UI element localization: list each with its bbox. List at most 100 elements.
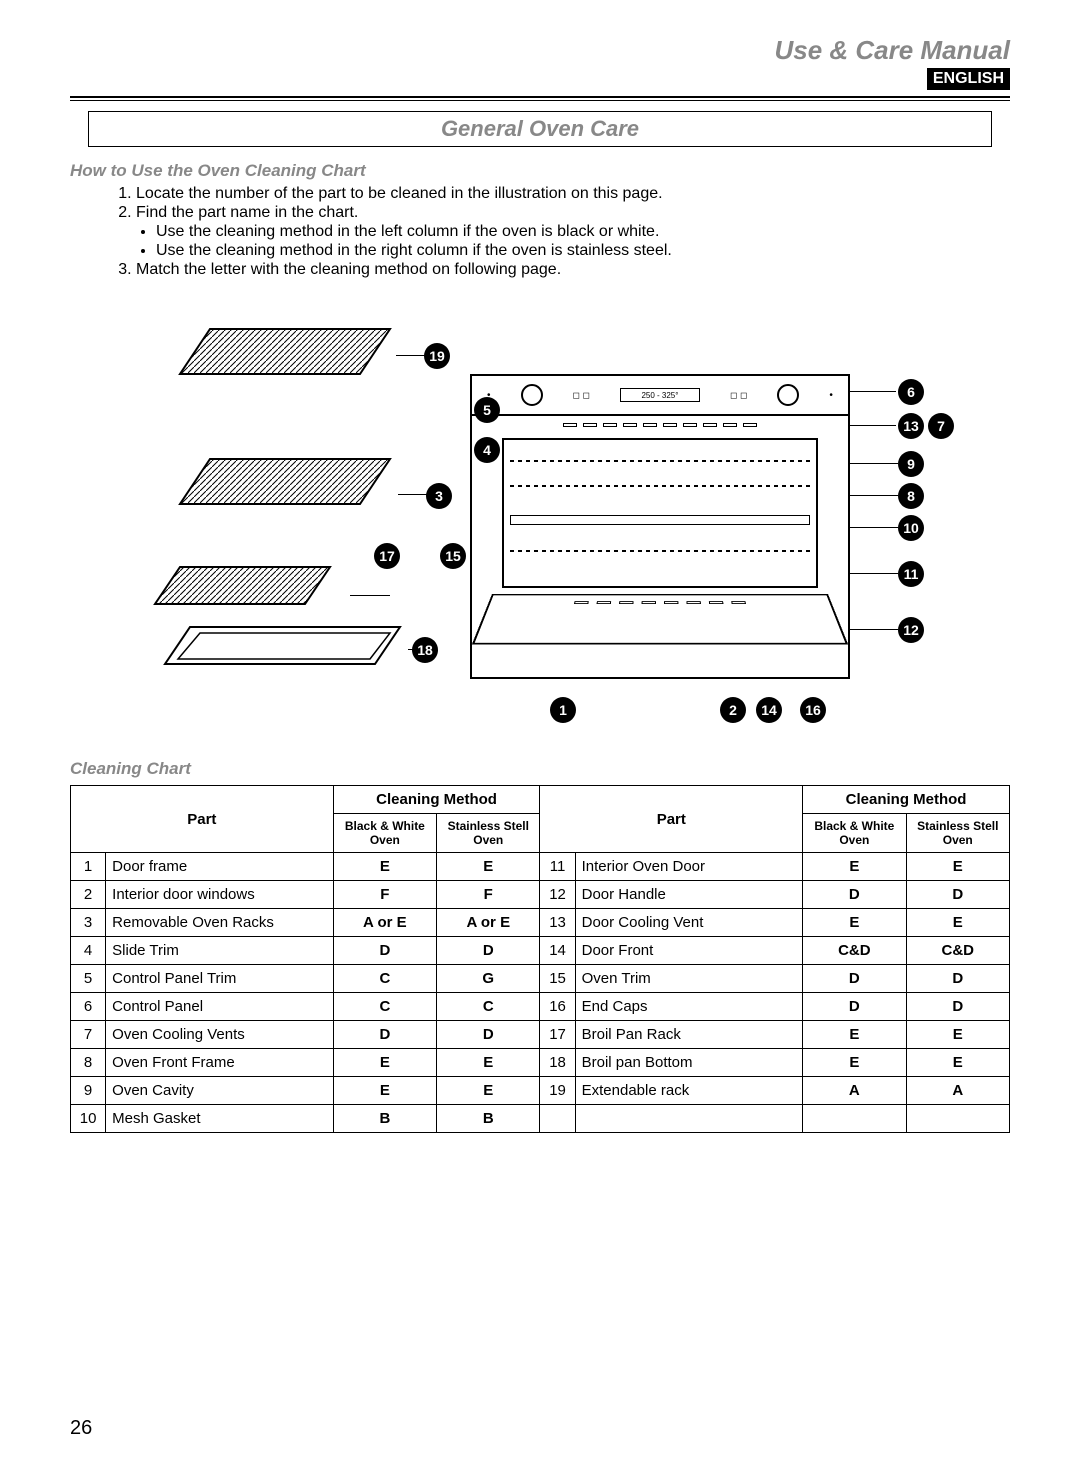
section-title-box: General Oven Care xyxy=(88,111,992,147)
cell-num: 12 xyxy=(540,881,575,909)
table-row: 8Oven Front FrameEE18Broil pan BottomEE xyxy=(71,1049,1010,1077)
instruction-step: Match the letter with the cleaning metho… xyxy=(136,261,1010,279)
cell-part: Interior door windows xyxy=(106,881,334,909)
cell-bw: E xyxy=(333,1077,436,1105)
cell-bw: D xyxy=(333,937,436,965)
cell-bw: E xyxy=(333,853,436,881)
callout-10: 10 xyxy=(898,515,924,541)
instruction-step: Locate the number of the part to be clea… xyxy=(136,185,1010,203)
cell-bw: E xyxy=(333,1049,436,1077)
cell-bw: C xyxy=(333,993,436,1021)
callout-3: 3 xyxy=(426,483,452,509)
cell-num: 6 xyxy=(71,993,106,1021)
cell-bw: D xyxy=(333,1021,436,1049)
callout-1: 1 xyxy=(550,697,576,723)
cleaning-chart-heading: Cleaning Chart xyxy=(70,759,1010,779)
cell-part: Mesh Gasket xyxy=(106,1105,334,1133)
cell-part: Oven Trim xyxy=(575,965,803,993)
cell-bw: E xyxy=(803,853,906,881)
cell-ss: E xyxy=(437,1077,540,1105)
cell-bw: F xyxy=(333,881,436,909)
table-row: 1Door frameEE11Interior Oven DoorEE xyxy=(71,853,1010,881)
cell-part: Door Front xyxy=(575,937,803,965)
broil-pan-icon xyxy=(160,619,410,674)
cell-bw: A or E xyxy=(333,909,436,937)
cell-ss: E xyxy=(906,1021,1009,1049)
th-method: Cleaning Method xyxy=(333,786,540,814)
th-ss: Stainless Stell Oven xyxy=(906,814,1009,853)
cell-ss: E xyxy=(906,909,1009,937)
cell-num: 19 xyxy=(540,1077,575,1105)
cell-ss: F xyxy=(437,881,540,909)
cell-part: Broil pan Bottom xyxy=(575,1049,803,1077)
callout-14: 14 xyxy=(756,697,782,723)
cell-part: Door Handle xyxy=(575,881,803,909)
cell-num: 15 xyxy=(540,965,575,993)
cell-bw: D xyxy=(803,993,906,1021)
cell-part xyxy=(575,1105,803,1133)
cell-num: 13 xyxy=(540,909,575,937)
cell-num: 3 xyxy=(71,909,106,937)
diagram-wrap: • ◻ ◻ 250 - 325° ◻ ◻ • xyxy=(70,319,1010,729)
language-badge: ENGLISH xyxy=(927,68,1010,90)
callout-2: 2 xyxy=(720,697,746,723)
cell-ss: E xyxy=(906,1049,1009,1077)
broil-rack-icon xyxy=(150,559,340,614)
cell-num: 7 xyxy=(71,1021,106,1049)
callout-11: 11 xyxy=(898,561,924,587)
callout-17: 17 xyxy=(374,543,400,569)
callout-6: 6 xyxy=(898,379,924,405)
display-readout: 250 - 325° xyxy=(620,388,700,402)
oven-body: • ◻ ◻ 250 - 325° ◻ ◻ • xyxy=(470,374,850,679)
table-row: 7Oven Cooling VentsDD17Broil Pan RackEE xyxy=(71,1021,1010,1049)
cell-ss: D xyxy=(906,965,1009,993)
cell-ss: D xyxy=(906,881,1009,909)
cleaning-chart-table: Part Cleaning Method Part Cleaning Metho… xyxy=(70,785,1010,1133)
cell-ss: G xyxy=(437,965,540,993)
cell-bw: D xyxy=(803,965,906,993)
callout-7: 7 xyxy=(928,413,954,439)
header: Use & Care Manual ENGLISH xyxy=(70,35,1010,90)
doc-title: Use & Care Manual xyxy=(774,35,1010,66)
cell-bw: C xyxy=(333,965,436,993)
page-number: 26 xyxy=(70,1417,92,1440)
cell-part: Slide Trim xyxy=(106,937,334,965)
cell-ss: B xyxy=(437,1105,540,1133)
cell-part: Extendable rack xyxy=(575,1077,803,1105)
th-part: Part xyxy=(71,786,334,853)
cell-ss: D xyxy=(906,993,1009,1021)
callout-15: 15 xyxy=(440,543,466,569)
cell-part: Control Panel xyxy=(106,993,334,1021)
extendable-rack-icon xyxy=(170,319,400,389)
cell-num: 8 xyxy=(71,1049,106,1077)
cell-num: 16 xyxy=(540,993,575,1021)
oven-rack-icon xyxy=(170,449,400,519)
control-panel: • ◻ ◻ 250 - 325° ◻ ◻ • xyxy=(472,376,848,416)
cell-num: 11 xyxy=(540,853,575,881)
cell-bw: B xyxy=(333,1105,436,1133)
top-vents xyxy=(482,420,838,430)
cell-ss xyxy=(906,1105,1009,1133)
table-row: 3Removable Oven RacksA or EA or E13Door … xyxy=(71,909,1010,937)
instructions: Locate the number of the part to be clea… xyxy=(100,185,1010,279)
cell-part: Broil Pan Rack xyxy=(575,1021,803,1049)
callout-13: 13 xyxy=(898,413,924,439)
table-row: 2Interior door windowsFF12Door HandleDD xyxy=(71,881,1010,909)
callout-8: 8 xyxy=(898,483,924,509)
cell-ss: D xyxy=(437,937,540,965)
oven-diagram: • ◻ ◻ 250 - 325° ◻ ◻ • xyxy=(150,319,930,729)
callout-18: 18 xyxy=(412,637,438,663)
cell-ss: A xyxy=(906,1077,1009,1105)
section-title: General Oven Care xyxy=(441,116,639,141)
cell-part: Door Cooling Vent xyxy=(575,909,803,937)
instruction-bullet: Use the cleaning method in the right col… xyxy=(156,242,1010,260)
cell-part: Door frame xyxy=(106,853,334,881)
cell-ss: E xyxy=(906,853,1009,881)
cell-num: 18 xyxy=(540,1049,575,1077)
callout-19: 19 xyxy=(424,343,450,369)
cell-num: 1 xyxy=(71,853,106,881)
callout-9: 9 xyxy=(898,451,924,477)
instruction-bullet: Use the cleaning method in the left colu… xyxy=(156,223,1010,241)
callout-16: 16 xyxy=(800,697,826,723)
cell-num: 17 xyxy=(540,1021,575,1049)
